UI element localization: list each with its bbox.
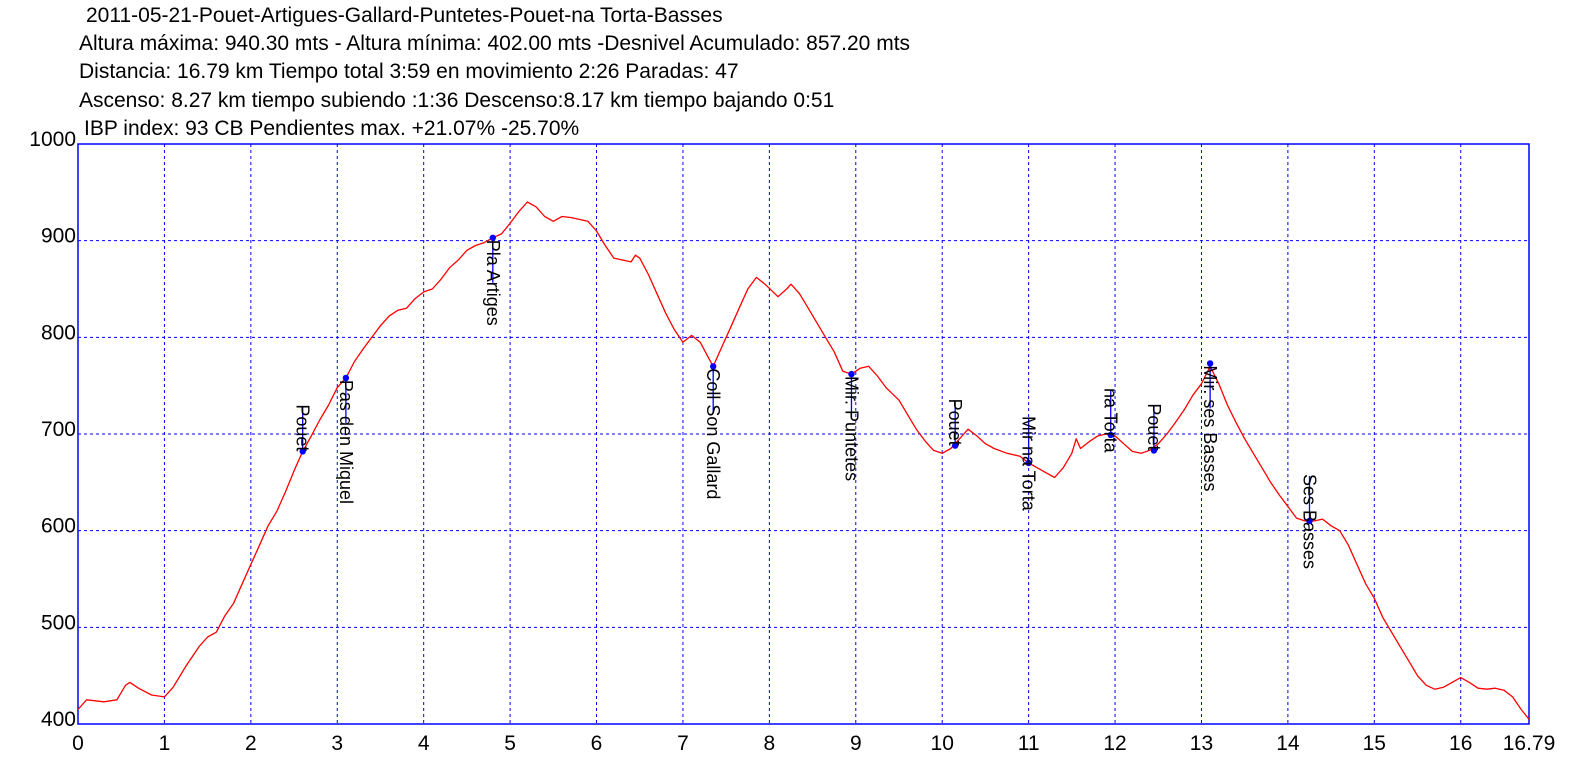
- y-tick-label-6: 1000: [29, 128, 76, 151]
- y-tick-label-0: 400: [41, 708, 76, 731]
- waypoint-10[interactable]: Ses Basses: [1299, 474, 1319, 569]
- chart-title: 2011-05-21-Pouet-Artigues-Gallard-Puntet…: [86, 4, 723, 27]
- waypoint-label: Mir. ses Basses: [1200, 365, 1220, 491]
- y-tick-label-4: 800: [41, 321, 76, 344]
- ascent-descent-summary: Ascenso: 8.27 km tiempo subiendo :1:36 D…: [79, 89, 835, 112]
- waypoint-label: Pouet: [945, 399, 965, 446]
- waypoint-label: Pla Artiges: [483, 240, 503, 326]
- altitude-summary: Altura máxima: 940.30 mts - Altura mínim…: [79, 32, 911, 55]
- waypoint-layer: Pouet Pas den Miquel Pla Artiges Coll Son G…: [293, 234, 1319, 569]
- waypoint-3[interactable]: Coll Son Gallard: [703, 363, 723, 499]
- x-tick-label-13: 13: [1190, 732, 1213, 755]
- waypoint-8[interactable]: Pouet: [1144, 403, 1164, 454]
- waypoint-label: Mir. Puntetes: [841, 376, 861, 481]
- x-tick-label-16: 16: [1449, 732, 1472, 755]
- x-tick-label-10: 10: [931, 732, 954, 755]
- waypoint-marker[interactable]: [951, 442, 959, 449]
- waypoint-marker[interactable]: [709, 363, 717, 370]
- waypoint-marker[interactable]: [1025, 459, 1032, 467]
- x-tick-label-7: 7: [677, 732, 689, 755]
- elevation-profile-line-0: [77, 201, 1530, 720]
- waypoint-marker[interactable]: [1306, 517, 1313, 525]
- y-tick-label-5: 900: [41, 225, 76, 248]
- x-tick-label-11: 11: [1018, 732, 1040, 755]
- waypoint-9[interactable]: Mir. ses Basses: [1200, 360, 1220, 491]
- waypoint-marker[interactable]: [489, 234, 497, 241]
- waypoint-5[interactable]: Pouet: [945, 399, 965, 449]
- x-axis-ticks: 0 1 2 3 4 5 6 7 8 9 10 11 12 13 14 15 16 16.79: [72, 732, 1555, 755]
- x-tick-label-12: 12: [1103, 732, 1126, 755]
- x-tick-label-1: 1: [159, 732, 171, 755]
- x-tick-label-3: 3: [331, 732, 343, 755]
- waypoint-marker[interactable]: [848, 370, 855, 378]
- waypoint-marker[interactable]: [1150, 447, 1158, 454]
- y-tick-label-1: 500: [41, 611, 76, 634]
- plot-frame: [77, 143, 1530, 725]
- waypoint-4[interactable]: Mir. Puntetes: [841, 370, 861, 481]
- waypoint-label: Mir na Torta: [1019, 416, 1039, 512]
- x-tick-label-5: 5: [504, 732, 516, 755]
- waypoint-marker[interactable]: [299, 448, 306, 455]
- distance-time-summary: Distancia: 16.79 km Tiempo total 3:59 en…: [79, 60, 739, 83]
- x-tick-label-4: 4: [418, 732, 430, 755]
- waypoint-0[interactable]: Pouet: [293, 404, 313, 455]
- x-tick-label-9: 9: [850, 732, 862, 755]
- waypoint-marker[interactable]: [1206, 360, 1214, 367]
- x-tick-label-2: 2: [245, 732, 257, 755]
- ibp-slope-summary: IBP index: 93 CB Pendientes max. +21.07%…: [84, 117, 580, 140]
- x-tick-label-8: 8: [764, 732, 776, 755]
- x-tick-label-0: 0: [72, 732, 84, 755]
- waypoint-label: Coll Son Gallard: [703, 368, 723, 499]
- waypoint-7[interactable]: na Torta: [1101, 388, 1121, 454]
- waypoint-label: Pas den Miquel: [336, 380, 356, 504]
- profile-layer: [77, 201, 1530, 720]
- waypoint-6[interactable]: Mir na Torta: [1019, 416, 1039, 512]
- x-tick-label-17: 16.79: [1503, 732, 1556, 755]
- x-tick-label-14: 14: [1276, 732, 1300, 755]
- waypoint-2[interactable]: Pla Artiges: [483, 234, 503, 326]
- x-tick-label-6: 6: [591, 732, 603, 755]
- waypoint-1[interactable]: Pas den Miquel: [336, 374, 356, 504]
- waypoint-label: na Torta: [1101, 388, 1121, 454]
- waypoint-marker[interactable]: [342, 374, 350, 382]
- waypoint-label: Ses Basses: [1299, 474, 1319, 569]
- waypoint-label: Pouet: [293, 404, 313, 451]
- y-axis-ticks: 400 500 600 700 800 900 1000: [29, 128, 76, 731]
- waypoint-label: Pouet: [1144, 403, 1164, 450]
- grid-lines: [78, 144, 1529, 724]
- y-tick-label-2: 600: [41, 515, 76, 538]
- x-tick-label-15: 15: [1363, 732, 1386, 755]
- chart-header: 2011-05-21-Pouet-Artigues-Gallard-Puntet…: [0, 0, 1596, 145]
- waypoint-marker[interactable]: [1107, 431, 1114, 439]
- y-tick-label-3: 700: [41, 418, 76, 441]
